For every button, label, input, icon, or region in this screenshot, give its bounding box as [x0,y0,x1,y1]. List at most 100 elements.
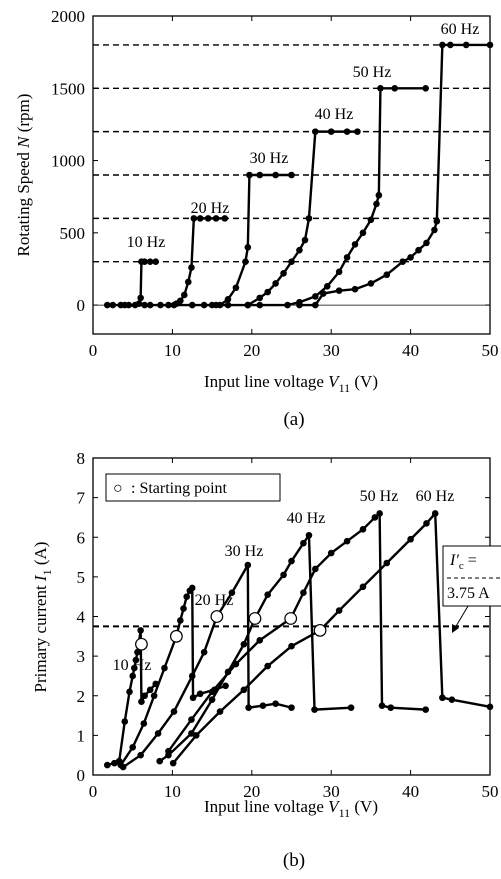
data-point [359,229,367,237]
data-point [327,128,335,135]
chart-a-xtick-label: 20 [243,341,260,360]
chart-a-ytick-label: 1500 [51,79,85,98]
data-point [184,278,192,286]
chart-b-xtick-label: 10 [164,782,181,801]
data-point [188,264,195,271]
chart-a-ytick-label: 0 [77,296,86,315]
reference-arrow-line [454,605,469,629]
data-point [212,301,220,309]
series-label: 50 Hz [353,64,392,81]
data-point [244,561,252,569]
series-label: 20 Hz [191,200,230,217]
data-point [242,258,249,266]
data-point [319,290,327,297]
data-point [272,171,279,179]
chart-a-ytick-label: 1000 [51,152,85,171]
chart-b-ytick-label: 2 [77,687,86,706]
data-point [272,700,279,707]
data-point [305,531,313,539]
data-point [422,84,429,92]
data-point [259,702,267,709]
data-point [433,217,441,225]
data-point [387,704,395,711]
data-point [212,215,220,222]
data-point [129,672,136,680]
data-point [256,636,264,644]
reference-label-line2: 3.75 A [447,585,490,602]
data-point [296,246,303,254]
chart-b-ticks: 0 10 20 30 40 50 0 1 2 3 4 5 6 7 8 [77,449,499,801]
starting-point-marker [135,637,148,651]
chart-b-series [103,510,494,771]
chart-b-ytick-label: 1 [77,726,86,745]
data-point [301,236,309,244]
data-point [137,751,144,759]
chart-b-xtick-label: 50 [482,782,499,801]
data-point [256,301,264,309]
data-point [121,301,129,309]
data-point [208,696,216,704]
data-point [222,682,229,690]
data-point [208,688,216,696]
data-point [305,215,313,222]
starting-point-marker [248,612,262,625]
data-point [146,301,154,309]
reference-arrow-head [452,624,459,633]
chart-a-series [103,41,494,309]
data-point [288,557,295,565]
data-point [288,258,295,266]
data-point [137,627,144,634]
data-point [343,254,351,261]
chart-b-ytick-label: 8 [77,449,86,468]
data-point [141,301,148,309]
reference-annotation-box [442,545,501,607]
data-point [288,704,295,711]
data-point [312,128,319,135]
data-point [264,288,271,296]
data-point [359,526,367,533]
series-label: 60 Hz [416,488,455,505]
data-point [439,694,446,702]
starting-point-marker [284,612,298,625]
data-point [189,694,197,702]
data-point [181,291,188,299]
data-point [200,301,208,309]
data-point [134,648,141,656]
series-label: 40 Hz [287,510,326,527]
data-point [146,686,154,694]
data-point [177,297,184,305]
data-point [129,743,136,751]
data-point [399,258,406,266]
series-label: 40 Hz [315,106,354,123]
series-line [159,534,352,763]
data-point [335,607,343,614]
legend-box [105,473,281,502]
data-point [256,294,264,302]
data-point [161,664,168,672]
series-label: 30 Hz [225,543,264,560]
data-point [224,296,232,303]
chart-b-starting-points [135,610,327,651]
data-point [423,520,430,527]
data-point [177,617,184,624]
data-point [169,759,177,767]
data-point [439,41,446,49]
data-point [165,301,172,309]
data-point [354,128,361,135]
chart-b-xtick-label: 20 [243,782,260,801]
data-point [300,539,307,547]
data-point [192,732,200,739]
series-line [167,512,426,752]
data-point [391,84,399,92]
data-point [327,549,335,557]
chart-b-legend: ○ : Starting point [105,473,281,502]
data-point [132,656,140,664]
data-point [280,269,287,277]
data-point [240,640,248,648]
data-point [335,268,343,276]
data-point [204,215,212,222]
chart-b-xtick-label: 30 [323,782,340,801]
starting-point-marker [210,610,224,623]
data-point [244,243,252,251]
data-point [300,589,307,597]
